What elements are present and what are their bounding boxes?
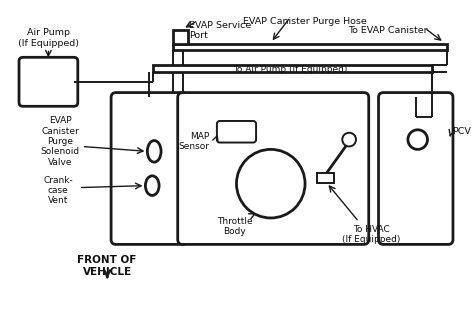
FancyBboxPatch shape — [217, 121, 256, 142]
Bar — [173, 44, 447, 50]
Text: Air Pump
(If Equipped): Air Pump (If Equipped) — [18, 28, 79, 47]
Text: To Air Pump (If Equipped): To Air Pump (If Equipped) — [233, 65, 347, 74]
Bar — [173, 30, 189, 44]
Circle shape — [237, 150, 305, 218]
Text: Throttle
Body: Throttle Body — [217, 217, 252, 237]
Text: Crank-
case
Vent: Crank- case Vent — [43, 176, 73, 205]
Circle shape — [342, 133, 356, 146]
Text: FRONT OF
VEHICLE: FRONT OF VEHICLE — [77, 255, 137, 277]
Text: To EVAP Canister: To EVAP Canister — [348, 26, 428, 35]
Text: EVAP Canister Purge Hose: EVAP Canister Purge Hose — [243, 17, 367, 26]
Text: EVAP Service
Port: EVAP Service Port — [190, 21, 252, 40]
Ellipse shape — [146, 176, 159, 196]
Bar — [317, 173, 335, 183]
FancyBboxPatch shape — [379, 93, 453, 244]
FancyBboxPatch shape — [178, 93, 369, 244]
Text: PCV: PCV — [452, 127, 471, 136]
Text: To HVAC
(If Equipped): To HVAC (If Equipped) — [343, 225, 401, 244]
FancyBboxPatch shape — [111, 93, 188, 244]
Circle shape — [408, 130, 428, 150]
Text: MAP
Sensor: MAP Sensor — [178, 132, 209, 151]
FancyBboxPatch shape — [19, 57, 78, 106]
Ellipse shape — [147, 140, 161, 162]
Bar — [153, 65, 432, 72]
Text: EVAP
Canister
Purge
Solenoid
Valve: EVAP Canister Purge Solenoid Valve — [41, 116, 80, 167]
